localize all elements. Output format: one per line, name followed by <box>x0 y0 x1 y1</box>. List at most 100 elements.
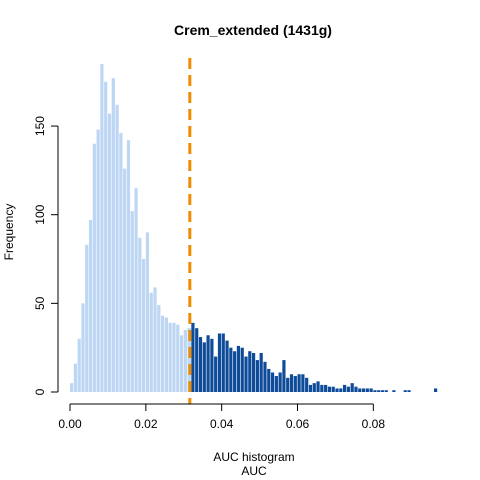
histogram-bar <box>149 292 153 392</box>
histogram-bar <box>282 360 286 392</box>
histogram-bar <box>233 351 237 392</box>
histogram-bar <box>221 333 225 392</box>
y-tick-label: 150 <box>33 116 47 136</box>
histogram-bar <box>312 383 316 392</box>
histogram-bar <box>434 388 438 392</box>
histogram-bar <box>346 386 350 392</box>
histogram-bar <box>240 347 244 392</box>
histogram-bar <box>85 244 89 392</box>
histogram-bar <box>119 133 123 392</box>
histogram-bar <box>320 384 324 392</box>
histogram-bar <box>172 322 176 392</box>
histogram-bar <box>115 104 119 392</box>
chart-title: Crem_extended (1431g) <box>174 22 332 38</box>
histogram-bar <box>331 386 335 392</box>
histogram-bar <box>88 220 93 392</box>
histogram-bar <box>377 390 381 392</box>
histogram-bar <box>130 211 134 392</box>
histogram-bar <box>358 388 362 392</box>
histogram-bar <box>248 351 252 392</box>
histogram-bar <box>214 356 218 392</box>
x-tick-label: 0.02 <box>134 417 158 431</box>
histogram-bar <box>236 345 241 392</box>
histogram-bar <box>384 390 388 392</box>
histogram-bar <box>324 384 328 392</box>
histogram-bar <box>289 374 294 392</box>
histogram-bar <box>164 317 168 392</box>
histogram-bar <box>263 361 267 392</box>
histogram-bar <box>259 352 263 392</box>
histogram-bar <box>380 390 385 392</box>
y-axis-label: Frequency <box>2 204 16 261</box>
histogram-bar <box>142 259 146 392</box>
histogram-bar <box>191 322 195 392</box>
x-tick-label: 0.06 <box>286 417 310 431</box>
histogram-bar <box>210 338 214 392</box>
histogram-bar <box>327 386 332 392</box>
histogram-bar <box>153 287 157 392</box>
histogram-bar <box>123 168 127 392</box>
y-tick-label: 0 <box>33 388 47 395</box>
histogram-bar <box>403 390 407 392</box>
histogram-bar <box>350 383 354 392</box>
histogram-bar <box>365 388 369 392</box>
histogram-bar <box>308 384 313 392</box>
y-tick-label: 50 <box>33 296 47 310</box>
histogram-bars <box>70 64 438 393</box>
histogram-bar <box>305 377 309 392</box>
histogram-bar <box>407 390 411 392</box>
histogram-bar <box>126 140 131 392</box>
histogram-bar <box>255 360 259 392</box>
histogram-bar <box>70 383 74 392</box>
histogram-bar <box>335 388 339 392</box>
histogram-bar <box>195 328 199 392</box>
histogram-bar <box>354 386 358 392</box>
histogram-bar <box>293 376 297 392</box>
histogram-bar <box>107 113 112 392</box>
histogram-bar <box>183 329 187 392</box>
histogram-bar <box>244 356 248 392</box>
x-axis-label: AUC <box>241 464 267 478</box>
histogram-bar <box>301 374 305 392</box>
histogram-bar <box>176 324 180 392</box>
x-axis-label-top: AUC histogram <box>213 450 294 464</box>
histogram-bar <box>92 143 96 392</box>
histogram-bar <box>278 372 282 392</box>
histogram-bar <box>161 315 165 392</box>
histogram-bar <box>274 376 278 392</box>
histogram-bar <box>81 303 85 392</box>
x-tick-label: 0.04 <box>210 417 234 431</box>
histogram-bar <box>270 372 275 392</box>
x-axis: 0.00 0.02 0.04 0.06 0.08 <box>58 403 386 431</box>
y-axis: 0 50 100 150 <box>33 116 59 395</box>
histogram-bar <box>229 347 233 392</box>
histogram-bar <box>100 64 104 392</box>
histogram-bar <box>392 390 396 392</box>
histogram-bar <box>157 305 161 392</box>
histogram-bar <box>286 377 290 392</box>
histogram-bar <box>267 368 271 392</box>
histogram-bar <box>202 342 206 392</box>
y-tick-label: 100 <box>33 204 47 224</box>
histogram-bar <box>343 384 347 392</box>
histogram-bar <box>179 335 184 392</box>
histogram-bar <box>297 374 301 392</box>
histogram-bar <box>361 388 366 392</box>
histogram-bar <box>145 232 150 392</box>
histogram-bar <box>373 390 377 392</box>
histogram-bar <box>339 388 343 392</box>
histogram-bar <box>252 352 256 392</box>
histogram-bar <box>134 188 138 392</box>
histogram-bar <box>187 328 191 392</box>
histogram-bar <box>206 335 210 392</box>
histogram-bar <box>77 338 81 392</box>
histogram-bar <box>198 337 203 392</box>
x-tick-label: 0.00 <box>58 417 82 431</box>
x-tick-label: 0.08 <box>362 417 386 431</box>
histogram-bar <box>217 333 222 392</box>
histogram-bar <box>73 363 77 392</box>
histogram-bar <box>168 322 172 392</box>
histogram-bar <box>111 78 115 393</box>
histogram-bar <box>138 237 142 392</box>
